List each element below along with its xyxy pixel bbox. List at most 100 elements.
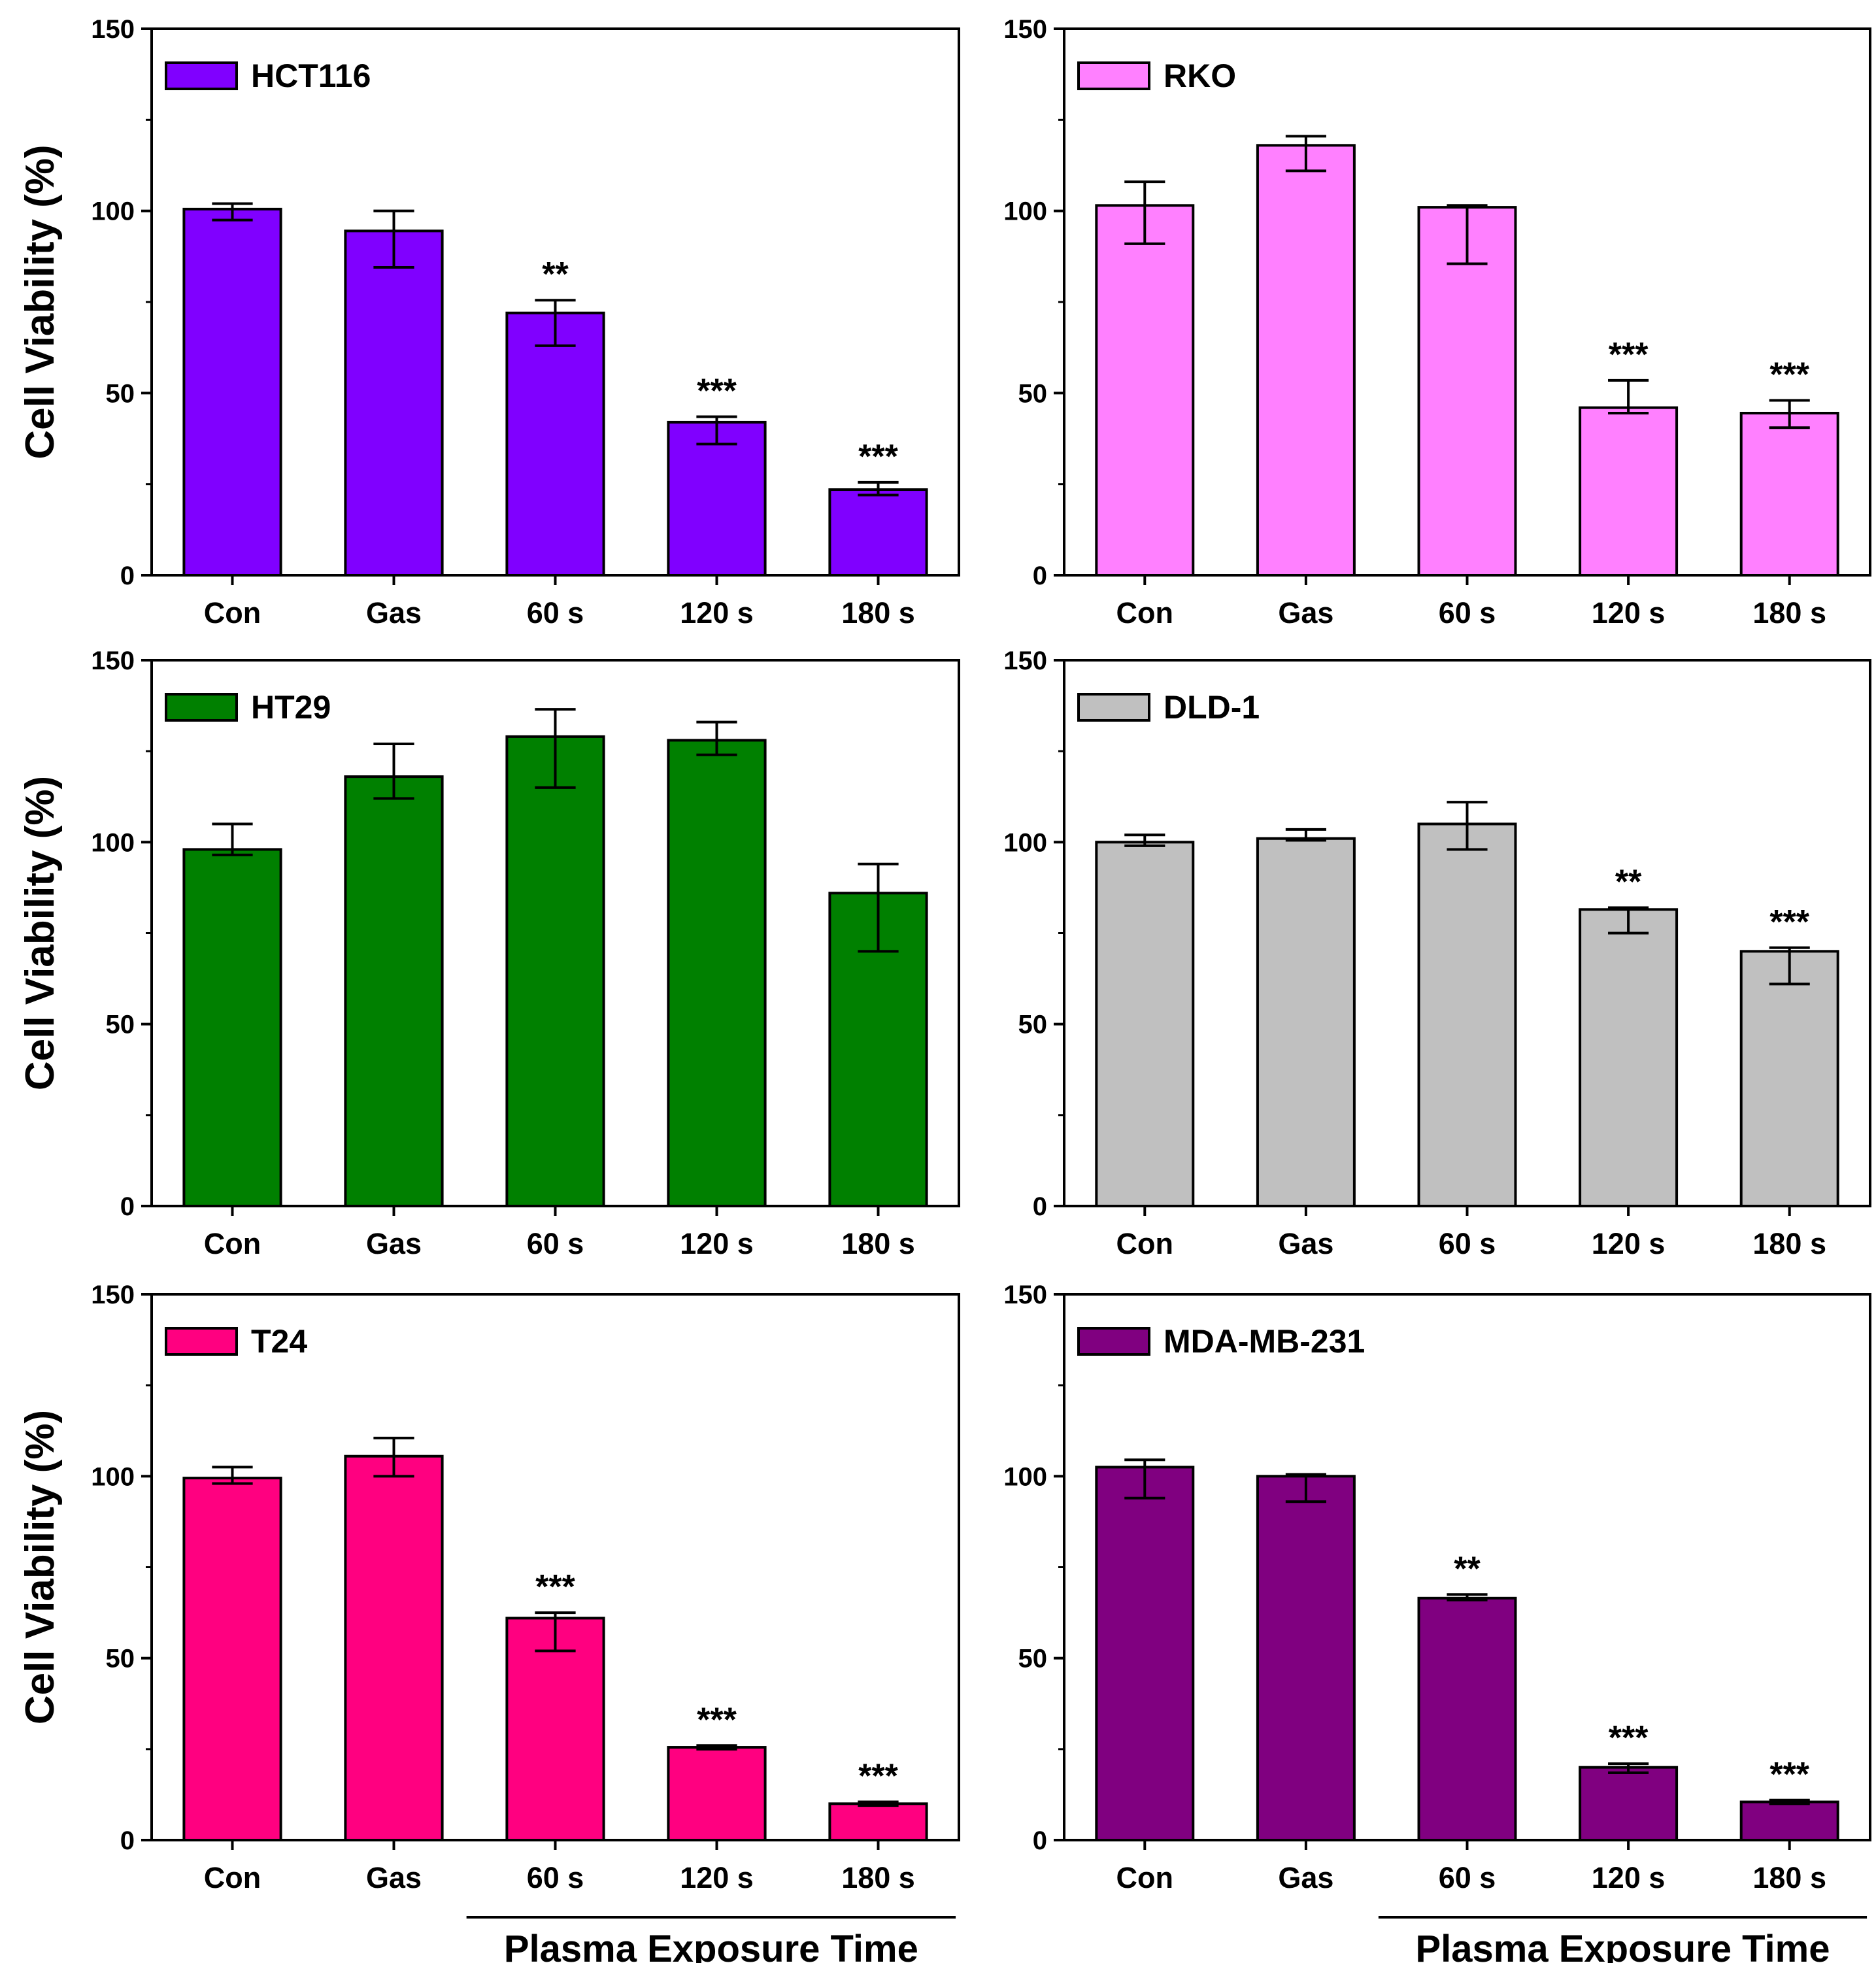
bar-180s xyxy=(1739,1800,1839,1842)
y-axis-label: Cell Viability (%) xyxy=(18,776,63,1090)
bar-Con xyxy=(182,207,282,577)
bar-Gas xyxy=(1256,837,1356,1208)
y-tick-label: 50 xyxy=(106,1011,135,1039)
x-tick-label: 60 s xyxy=(1439,1861,1496,1894)
x-tick-label: Con xyxy=(1116,1227,1173,1260)
x-tick-label: 180 s xyxy=(1752,1861,1826,1894)
bar-Gas xyxy=(344,775,444,1207)
x-tick-label: 180 s xyxy=(841,1227,915,1260)
significance-label: ** xyxy=(1615,864,1642,901)
bar-120s xyxy=(1579,406,1679,577)
plot-frame xyxy=(150,659,960,1207)
bar-Con xyxy=(1095,1466,1195,1842)
x-tick-label: Gas xyxy=(366,1861,422,1894)
x-tick-label: Gas xyxy=(1278,1861,1333,1894)
significance-label: *** xyxy=(1769,356,1809,394)
plot-frame xyxy=(150,27,960,577)
y-tick-label: 150 xyxy=(1003,646,1047,675)
y-tick-label: 50 xyxy=(106,1645,135,1673)
legend-label: DLD-1 xyxy=(1164,689,1260,726)
x-tick-label: 60 s xyxy=(527,1227,584,1260)
y-tick-label: 0 xyxy=(1033,562,1047,590)
x-tick-label: Gas xyxy=(366,596,422,629)
bar-Con xyxy=(1095,204,1195,577)
x-tick-label: 180 s xyxy=(1752,1227,1826,1260)
legend-swatch xyxy=(1077,693,1150,722)
y-tick-label: 150 xyxy=(91,646,135,675)
significance-label: *** xyxy=(858,1758,898,1796)
bar-Con xyxy=(182,1477,282,1842)
legend-label: T24 xyxy=(251,1323,307,1360)
y-tick-label: 150 xyxy=(91,1281,135,1309)
y-tick-label: 0 xyxy=(120,562,135,590)
x-tick-label: 60 s xyxy=(527,596,584,629)
legend-swatch xyxy=(165,693,238,722)
y-tick-label: 100 xyxy=(91,1462,135,1491)
legend-swatch xyxy=(165,1327,238,1356)
bar-60s xyxy=(1417,206,1517,577)
x-tick-label: 120 s xyxy=(680,1227,754,1260)
y-axis-label: Cell Viability (%) xyxy=(18,1410,63,1724)
bar-60s xyxy=(505,735,605,1207)
y-tick-label: 100 xyxy=(91,197,135,226)
x-tick-label: Gas xyxy=(1278,1227,1333,1260)
y-tick-label: 100 xyxy=(1003,828,1047,857)
significance-label: *** xyxy=(697,373,737,411)
x-axis-label: Plasma Exposure Time xyxy=(504,1928,918,1963)
x-tick-label: 120 s xyxy=(1592,1861,1666,1894)
bar-180s xyxy=(828,488,928,577)
y-tick-label: 0 xyxy=(1033,1826,1047,1855)
panel-ht29: 0 50 100 150 Con Gas 60 s 120 s 180 s HT29 Cell Vi… xyxy=(18,646,960,1260)
x-axis-label: Plasma Exposure Time xyxy=(1415,1928,1830,1963)
legend-label: HT29 xyxy=(251,689,331,726)
bar-120s xyxy=(667,1746,767,1842)
significance-label: ** xyxy=(1454,1550,1481,1588)
significance-label: *** xyxy=(697,1701,737,1739)
x-tick-label: Con xyxy=(1116,1861,1173,1894)
bar-120s xyxy=(1579,1766,1679,1842)
legend-label: MDA-MB-231 xyxy=(1164,1323,1365,1360)
bar-Gas xyxy=(1256,144,1356,577)
panel-rko: 0 50 100 150 Con Gas 60 s 120 s *** 180 s *** RKO xyxy=(1003,15,1871,629)
significance-label: *** xyxy=(1769,1756,1809,1794)
x-tick-label: Con xyxy=(204,1861,261,1894)
legend-label: RKO xyxy=(1164,58,1236,94)
y-tick-label: 0 xyxy=(1033,1192,1047,1221)
x-tick-label: 180 s xyxy=(841,596,915,629)
bar-60s xyxy=(505,311,605,577)
x-tick-label: 60 s xyxy=(527,1861,584,1894)
x-tick-label: 180 s xyxy=(1752,596,1826,629)
x-tick-label: 60 s xyxy=(1439,596,1496,629)
x-tick-label: Con xyxy=(204,1227,261,1260)
x-tick-label: Con xyxy=(204,596,261,629)
y-tick-label: 100 xyxy=(1003,197,1047,226)
y-tick-label: 50 xyxy=(1018,379,1048,408)
x-tick-label: 180 s xyxy=(841,1861,915,1894)
bar-120s xyxy=(1579,908,1679,1207)
x-tick-label: 120 s xyxy=(1592,1227,1666,1260)
bar-Con xyxy=(1095,841,1195,1208)
plot-frame xyxy=(1063,659,1871,1207)
x-tick-label: 120 s xyxy=(680,1861,754,1894)
plot-frame xyxy=(150,1293,960,1841)
bar-180s xyxy=(1739,411,1839,577)
legend-swatch xyxy=(165,61,238,90)
bar-Gas xyxy=(1256,1475,1356,1841)
bar-Con xyxy=(182,848,282,1207)
bar-Gas xyxy=(344,1454,444,1841)
legend-swatch xyxy=(1077,1327,1150,1356)
y-tick-label: 100 xyxy=(1003,1462,1047,1491)
significance-label: ** xyxy=(542,256,569,294)
significance-label: *** xyxy=(858,438,898,476)
bar-60s xyxy=(1417,1596,1517,1841)
x-tick-label: Con xyxy=(1116,596,1173,629)
x-tick-label: Gas xyxy=(366,1227,422,1260)
panel-t24: 0 50 100 150 Con Gas 60 s *** 120 s *** 180 s *** T2… xyxy=(18,1281,960,1963)
bar-180s xyxy=(1739,950,1839,1208)
y-axis-label: Cell Viability (%) xyxy=(18,144,63,459)
panel-hct116: 0 50 100 150 Con Gas 60 s ** 120 s *** 180 s *** HCT… xyxy=(18,15,960,629)
y-tick-label: 0 xyxy=(120,1826,135,1855)
y-tick-label: 0 xyxy=(120,1192,135,1221)
y-tick-label: 150 xyxy=(1003,1281,1047,1309)
